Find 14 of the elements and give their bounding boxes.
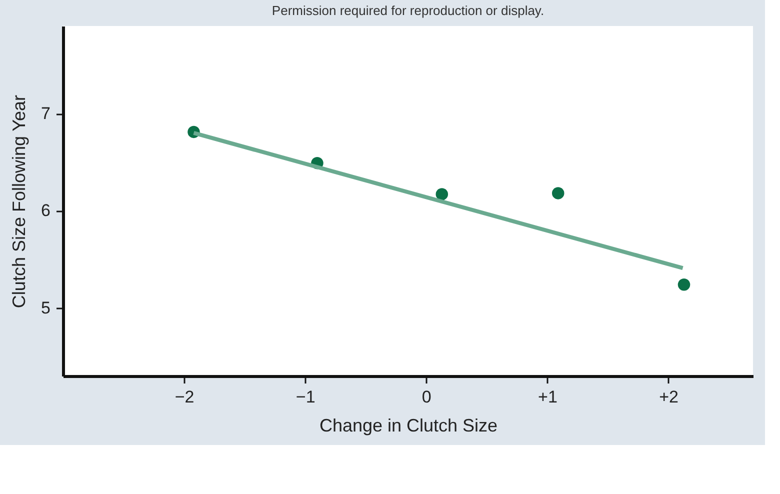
x-tick-label: −2: [174, 388, 194, 406]
y-tick-label: 7: [41, 104, 50, 123]
x-axis-title: Change in Clutch Size: [319, 416, 498, 436]
point: [678, 278, 690, 291]
point: [436, 188, 448, 200]
text: Permission required for reproduction or display.: [272, 3, 544, 18]
y-axis-title: Clutch Size Following Year: [9, 94, 30, 308]
x-tick-label: +2: [659, 388, 678, 406]
x-tick-label: +1: [538, 388, 558, 406]
y-tick-label: 5: [41, 298, 50, 318]
x-tick-label: 0: [422, 388, 432, 406]
point: [552, 187, 564, 200]
x-tick-label: −1: [296, 388, 316, 406]
y-tick-label: 6: [41, 201, 50, 220]
